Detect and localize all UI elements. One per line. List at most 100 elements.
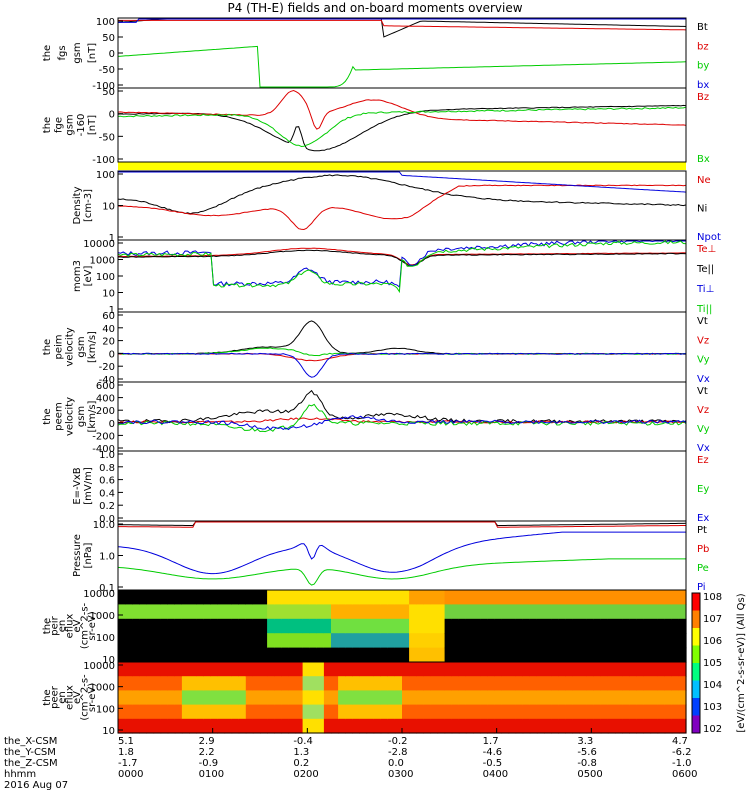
y-axis-label: (cm^2-s- <box>80 602 91 649</box>
y-tick-label: 1000 <box>90 256 115 267</box>
y-axis-label: fge <box>53 117 64 133</box>
x-row-value: 2.9 <box>198 736 215 747</box>
legend-bt: Bt <box>697 22 708 33</box>
y-tick-label: 200 <box>96 406 115 417</box>
y-tick-label: 1000 <box>90 683 115 694</box>
y-tick-label: 1 <box>109 233 115 244</box>
density-ni-line <box>117 174 687 215</box>
peem-vx-line <box>118 415 687 431</box>
x-row-value: 0100 <box>198 769 225 780</box>
y-axis-label: gsm <box>76 406 87 427</box>
y-axis-label: sr-eV) <box>87 683 98 712</box>
y-axis-label: eV <box>72 619 83 632</box>
y-axis-label: the <box>42 339 53 355</box>
y-tick-label: -20 <box>99 362 115 373</box>
date-label: 2016 Aug 07 <box>4 780 69 791</box>
y-axis-label: peir <box>50 615 61 635</box>
fgs-bx-line <box>118 18 686 23</box>
y-axis-label: [km/s] <box>87 331 98 363</box>
panel-frame-temp <box>117 239 687 313</box>
y-tick-label: 0.0 <box>99 514 115 525</box>
y-tick-label: 1 <box>109 305 115 316</box>
y-tick-label: 10 <box>102 289 115 300</box>
y-axis-label: peer <box>50 685 61 709</box>
x-row-value: 0.0 <box>388 758 404 769</box>
fgs-bt-line <box>117 18 687 38</box>
x-row-value: 1.7 <box>482 736 499 747</box>
panel-frame-peim <box>117 311 687 383</box>
legend-bx: bx <box>697 80 709 91</box>
y-tick-label: 60 <box>102 311 115 322</box>
x-row-value: 0600 <box>672 769 698 780</box>
colorbar-tick: 106 <box>703 636 722 647</box>
y-axis-label: Density <box>72 186 83 224</box>
fgs-by-line <box>117 45 687 88</box>
y-axis-label: mom3 <box>72 260 83 292</box>
y-axis-label: [cm-3] <box>83 189 94 222</box>
y-axis-label: eflux <box>65 614 76 639</box>
y-axis-label: [nPa] <box>83 542 94 568</box>
panel-frame-pressure <box>117 520 687 591</box>
legend-vx: Vx <box>697 374 710 385</box>
y-tick-label: 50 <box>102 33 115 44</box>
x-row-value: -0.4 <box>293 736 313 747</box>
x-row-value: -1.7 <box>118 758 138 769</box>
x-row-value: -0.9 <box>198 758 219 769</box>
pressure-pt-line <box>118 521 687 527</box>
y-tick-label: 10 <box>102 655 115 666</box>
colorbar-tick: 104 <box>703 680 722 691</box>
legend-vx: Vx <box>697 443 710 454</box>
x-row-name: the_Y-CSM <box>4 747 56 758</box>
pressure-pe-line <box>117 558 686 586</box>
legend-pe: Pe <box>697 563 709 574</box>
colorbar-tick: 102 <box>703 724 722 735</box>
legend-vz: Vz <box>697 335 709 346</box>
y-tick-label: 0 <box>109 110 115 121</box>
legend-vy: Vy <box>697 424 710 435</box>
y-tick-label: -400 <box>92 444 115 455</box>
colorbar: 108 107 106 105 104 103 102 [eV/(cm^2-s-sr-eV)]… <box>691 592 747 735</box>
y-tick-label: 0.4 <box>99 488 115 499</box>
legend-te: Te⊥ <box>696 244 716 255</box>
x-row-value: 0000 <box>118 769 144 780</box>
y-axis-label: the <box>42 408 53 424</box>
x-row-value: -2.8 <box>388 747 408 758</box>
y-axis-label: (cm^2-s- <box>80 674 91 721</box>
x-row-value: -1.0 <box>672 758 692 769</box>
y-tick-label: 100 <box>96 633 115 644</box>
y-tick-label: 1.0 <box>99 552 115 563</box>
fgs-bz-line <box>118 19 687 31</box>
peer-spectrogram <box>118 662 687 734</box>
y-axis-label: gsm <box>76 336 87 357</box>
y-tick-label: -100 <box>92 81 115 92</box>
y-tick-label: 100 <box>96 704 115 715</box>
y-axis-label: peem <box>53 402 64 430</box>
x-row-value: -0.8 <box>577 758 597 769</box>
y-tick-label: -40 <box>99 375 115 386</box>
y-axis-label: the <box>42 117 53 133</box>
y-tick-label: 0.6 <box>99 476 115 487</box>
page-title: P4 (TH-E) fields and on-board moments ov… <box>227 1 523 15</box>
peir-spectrogram <box>118 590 687 663</box>
x-row-name: hhmm <box>4 769 37 780</box>
density-ne-line <box>117 184 687 231</box>
y-axis-label: the <box>42 689 53 705</box>
legend-ex: Ex <box>697 513 709 524</box>
peim-vz-line <box>117 352 687 362</box>
y-axis-label: en <box>57 691 68 704</box>
y-tick-label: 100 <box>96 272 115 283</box>
x-row-value: 5.1 <box>118 736 134 747</box>
y-tick-label: 0 <box>109 419 115 430</box>
colorbar-tick: 105 <box>703 658 722 669</box>
legend-ti: Ti|| <box>696 304 712 315</box>
y-tick-label: 10 <box>102 726 115 737</box>
y-axis-label: Pressure <box>72 534 83 577</box>
x-row-value: -4.6 <box>482 747 503 758</box>
peim-vx-line <box>117 352 687 378</box>
legend-ti: Ti⊥ <box>696 284 714 295</box>
fge-bx-line <box>117 106 687 148</box>
y-tick-label: 10 <box>102 202 115 213</box>
colorbar-tick: 107 <box>703 614 722 625</box>
y-tick-label: 1.0 <box>99 450 115 461</box>
panel-frame-efield <box>117 450 687 522</box>
